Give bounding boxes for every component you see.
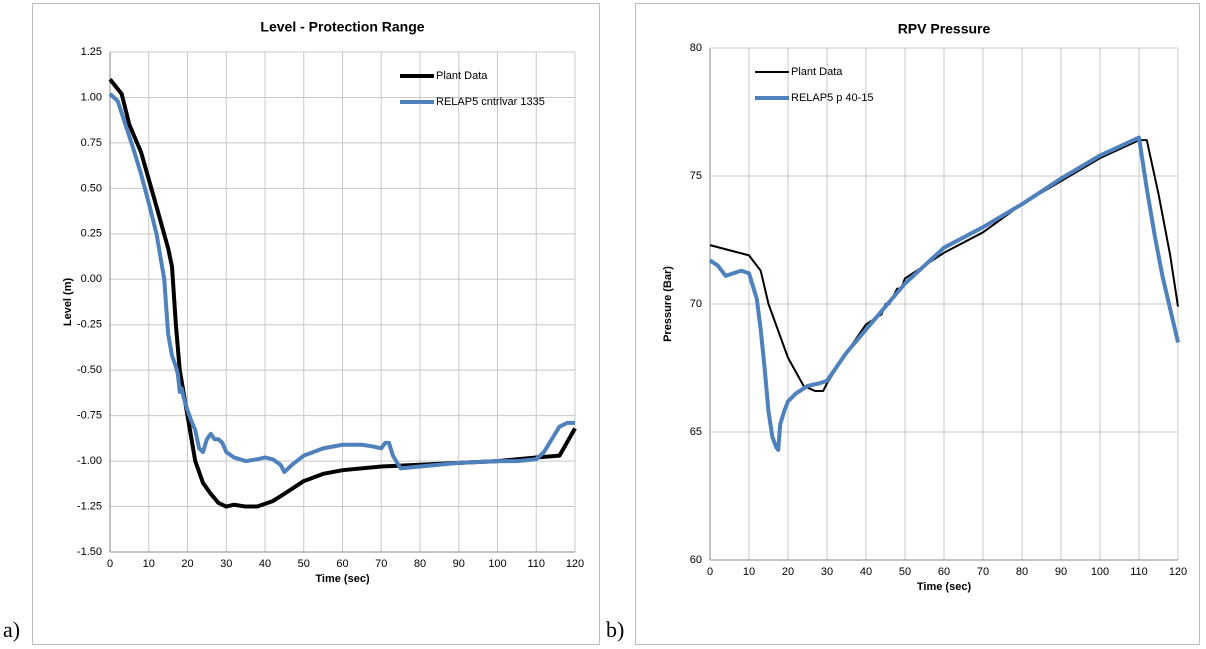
- y-tick-label: 75: [690, 170, 702, 182]
- x-axis-title: Time (sec): [917, 581, 972, 593]
- x-tick-label: 10: [743, 566, 755, 578]
- x-tick-label: 80: [1016, 566, 1028, 578]
- x-tick-label: 120: [566, 558, 584, 570]
- x-tick-label: 10: [143, 558, 155, 570]
- y-tick-label: 1.00: [81, 91, 102, 103]
- x-tick-label: 70: [977, 566, 989, 578]
- x-tick-label: 50: [298, 558, 310, 570]
- chart-title: Level - Protection Range: [260, 19, 424, 35]
- y-tick-label: -0.25: [77, 319, 102, 331]
- y-axis-title: Pressure (Bar): [662, 266, 674, 342]
- x-tick-label: 100: [488, 558, 506, 570]
- y-tick-label: -1.25: [77, 500, 102, 512]
- x-tick-label: 90: [453, 558, 465, 570]
- y-tick-label: 0.75: [81, 137, 102, 149]
- y-tick-label: 0.25: [81, 228, 102, 240]
- x-tick-label: 90: [1055, 566, 1067, 578]
- y-tick-label: 0.00: [81, 273, 102, 285]
- x-tick-label: 30: [220, 558, 232, 570]
- x-tick-label: 20: [181, 558, 193, 570]
- x-tick-label: 30: [821, 566, 833, 578]
- x-tick-label: 40: [259, 558, 271, 570]
- y-tick-label: 70: [690, 298, 702, 310]
- y-axis-title: Level (m): [62, 278, 74, 327]
- y-tick-label: 0.50: [81, 182, 102, 194]
- y-tick-label: -0.50: [77, 364, 102, 376]
- panel-label: b): [606, 617, 624, 642]
- x-tick-label: 40: [860, 566, 872, 578]
- x-tick-label: 120: [1169, 566, 1187, 578]
- panel-label: a): [3, 617, 20, 642]
- x-tick-label: 60: [938, 566, 950, 578]
- y-tick-label: 60: [690, 554, 702, 566]
- panel-frame: [635, 3, 1200, 645]
- panel-frame: [32, 3, 600, 645]
- x-tick-label: 110: [527, 558, 545, 570]
- x-axis-title: Time (sec): [315, 573, 370, 585]
- x-tick-label: 100: [1091, 566, 1109, 578]
- legend-label: Plant Data: [791, 66, 843, 78]
- x-tick-label: 0: [107, 558, 113, 570]
- y-tick-label: 80: [690, 42, 702, 54]
- x-tick-label: 50: [899, 566, 911, 578]
- x-tick-label: 80: [414, 558, 426, 570]
- y-tick-label: -0.75: [77, 410, 102, 422]
- y-tick-label: 1.25: [81, 46, 102, 58]
- x-tick-label: 110: [1130, 566, 1148, 578]
- legend-label: RELAP5 p 40-15: [791, 92, 874, 104]
- x-tick-label: 70: [375, 558, 387, 570]
- series-line: [708, 135, 1180, 452]
- series-line: [108, 92, 575, 474]
- y-tick-label: 65: [690, 426, 702, 438]
- x-tick-label: 60: [336, 558, 348, 570]
- y-tick-label: -1.50: [77, 546, 102, 558]
- chart-title: RPV Pressure: [898, 21, 991, 37]
- x-tick-label: 20: [782, 566, 794, 578]
- legend-label: Plant Data: [436, 70, 488, 82]
- y-tick-label: -1.00: [77, 455, 102, 467]
- legend-label: RELAP5 cntrlvar 1335: [436, 96, 545, 108]
- x-tick-label: 0: [707, 566, 713, 578]
